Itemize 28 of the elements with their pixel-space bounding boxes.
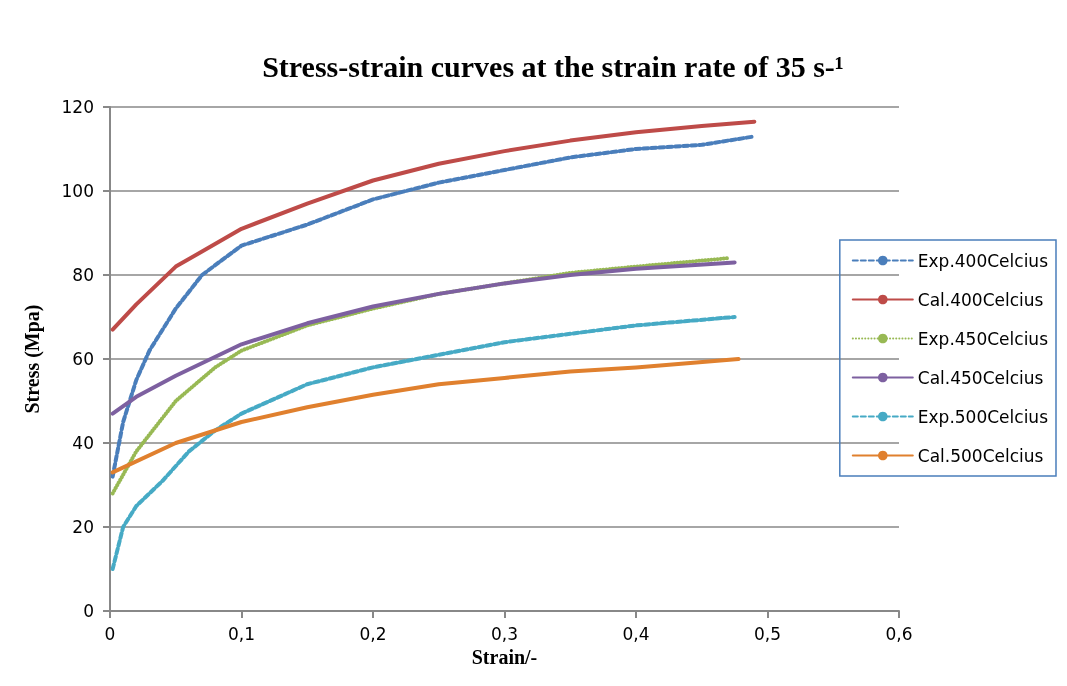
line-series [110, 357, 741, 475]
line-series [110, 260, 737, 416]
line-series [110, 256, 731, 496]
line-series [110, 315, 737, 571]
y-tick-label: 100 [61, 181, 94, 201]
legend-label: Cal.500Celcius [917, 445, 1044, 466]
legend-label: Exp.450Celcius [917, 328, 1049, 349]
line-series [110, 119, 757, 332]
y-tick-label: 40 [72, 433, 94, 453]
y-tick-label: 60 [72, 349, 94, 369]
y-tick-label: 120 [61, 97, 94, 117]
x-axis-title: Strain/- [471, 645, 538, 668]
x-tick-label: 0,1 [227, 623, 256, 644]
legend-label: Exp.500Celcius [917, 406, 1049, 427]
y-tick-label: 80 [72, 265, 94, 285]
x-tick-label: 0,6 [885, 623, 913, 644]
y-tick-label: 20 [72, 517, 94, 537]
x-tick-label: 0,5 [753, 623, 782, 644]
legend-label: Cal.400Celcius [917, 289, 1044, 310]
x-tick-label: 0,3 [490, 623, 519, 644]
x-tick-label: 0,4 [622, 623, 650, 644]
legend-label: Cal.450Celcius [917, 367, 1044, 388]
chart-title: Stress-strain curves at the strain rate of 35 s-¹ [262, 49, 844, 83]
y-axis-title: Stress (Mpa) [21, 304, 44, 414]
legend-label: Exp.400Celcius [917, 250, 1049, 271]
y-tick-label: 0 [83, 601, 94, 621]
x-tick-label: 0 [104, 623, 116, 644]
x-tick-label: 0,2 [359, 623, 387, 644]
